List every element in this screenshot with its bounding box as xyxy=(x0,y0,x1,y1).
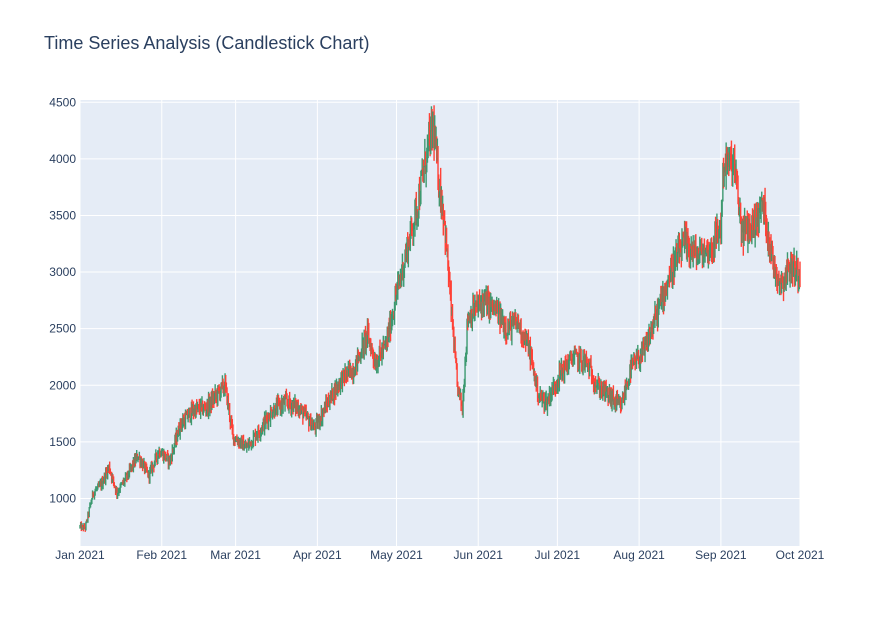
x-tick-label: Aug 2021 xyxy=(613,548,665,562)
x-tick-label: Feb 2021 xyxy=(136,548,187,562)
plot-area xyxy=(80,100,800,546)
x-tick-label: Mar 2021 xyxy=(210,548,261,562)
y-tick-label: 4000 xyxy=(49,152,76,166)
y-tick-label: 2000 xyxy=(49,378,76,392)
x-tick-label: May 2021 xyxy=(370,548,423,562)
y-tick-label: 1500 xyxy=(49,435,76,449)
x-tick-label: Jan 2021 xyxy=(55,548,105,562)
x-tick-label: Jul 2021 xyxy=(535,548,581,562)
y-tick-label: 4500 xyxy=(49,95,76,109)
candles xyxy=(79,105,801,532)
y-tick-label: 3500 xyxy=(49,208,76,222)
x-tick-label: Jun 2021 xyxy=(454,548,504,562)
x-tick-label: Apr 2021 xyxy=(293,548,342,562)
y-tick-label: 2500 xyxy=(49,322,76,336)
y-tick-label: 3000 xyxy=(49,265,76,279)
y-tick-label: 1000 xyxy=(49,491,76,505)
x-tick-label: Sep 2021 xyxy=(695,548,747,562)
x-tick-label: Oct 2021 xyxy=(776,548,825,562)
chart-title: Time Series Analysis (Candlestick Chart) xyxy=(44,33,370,53)
